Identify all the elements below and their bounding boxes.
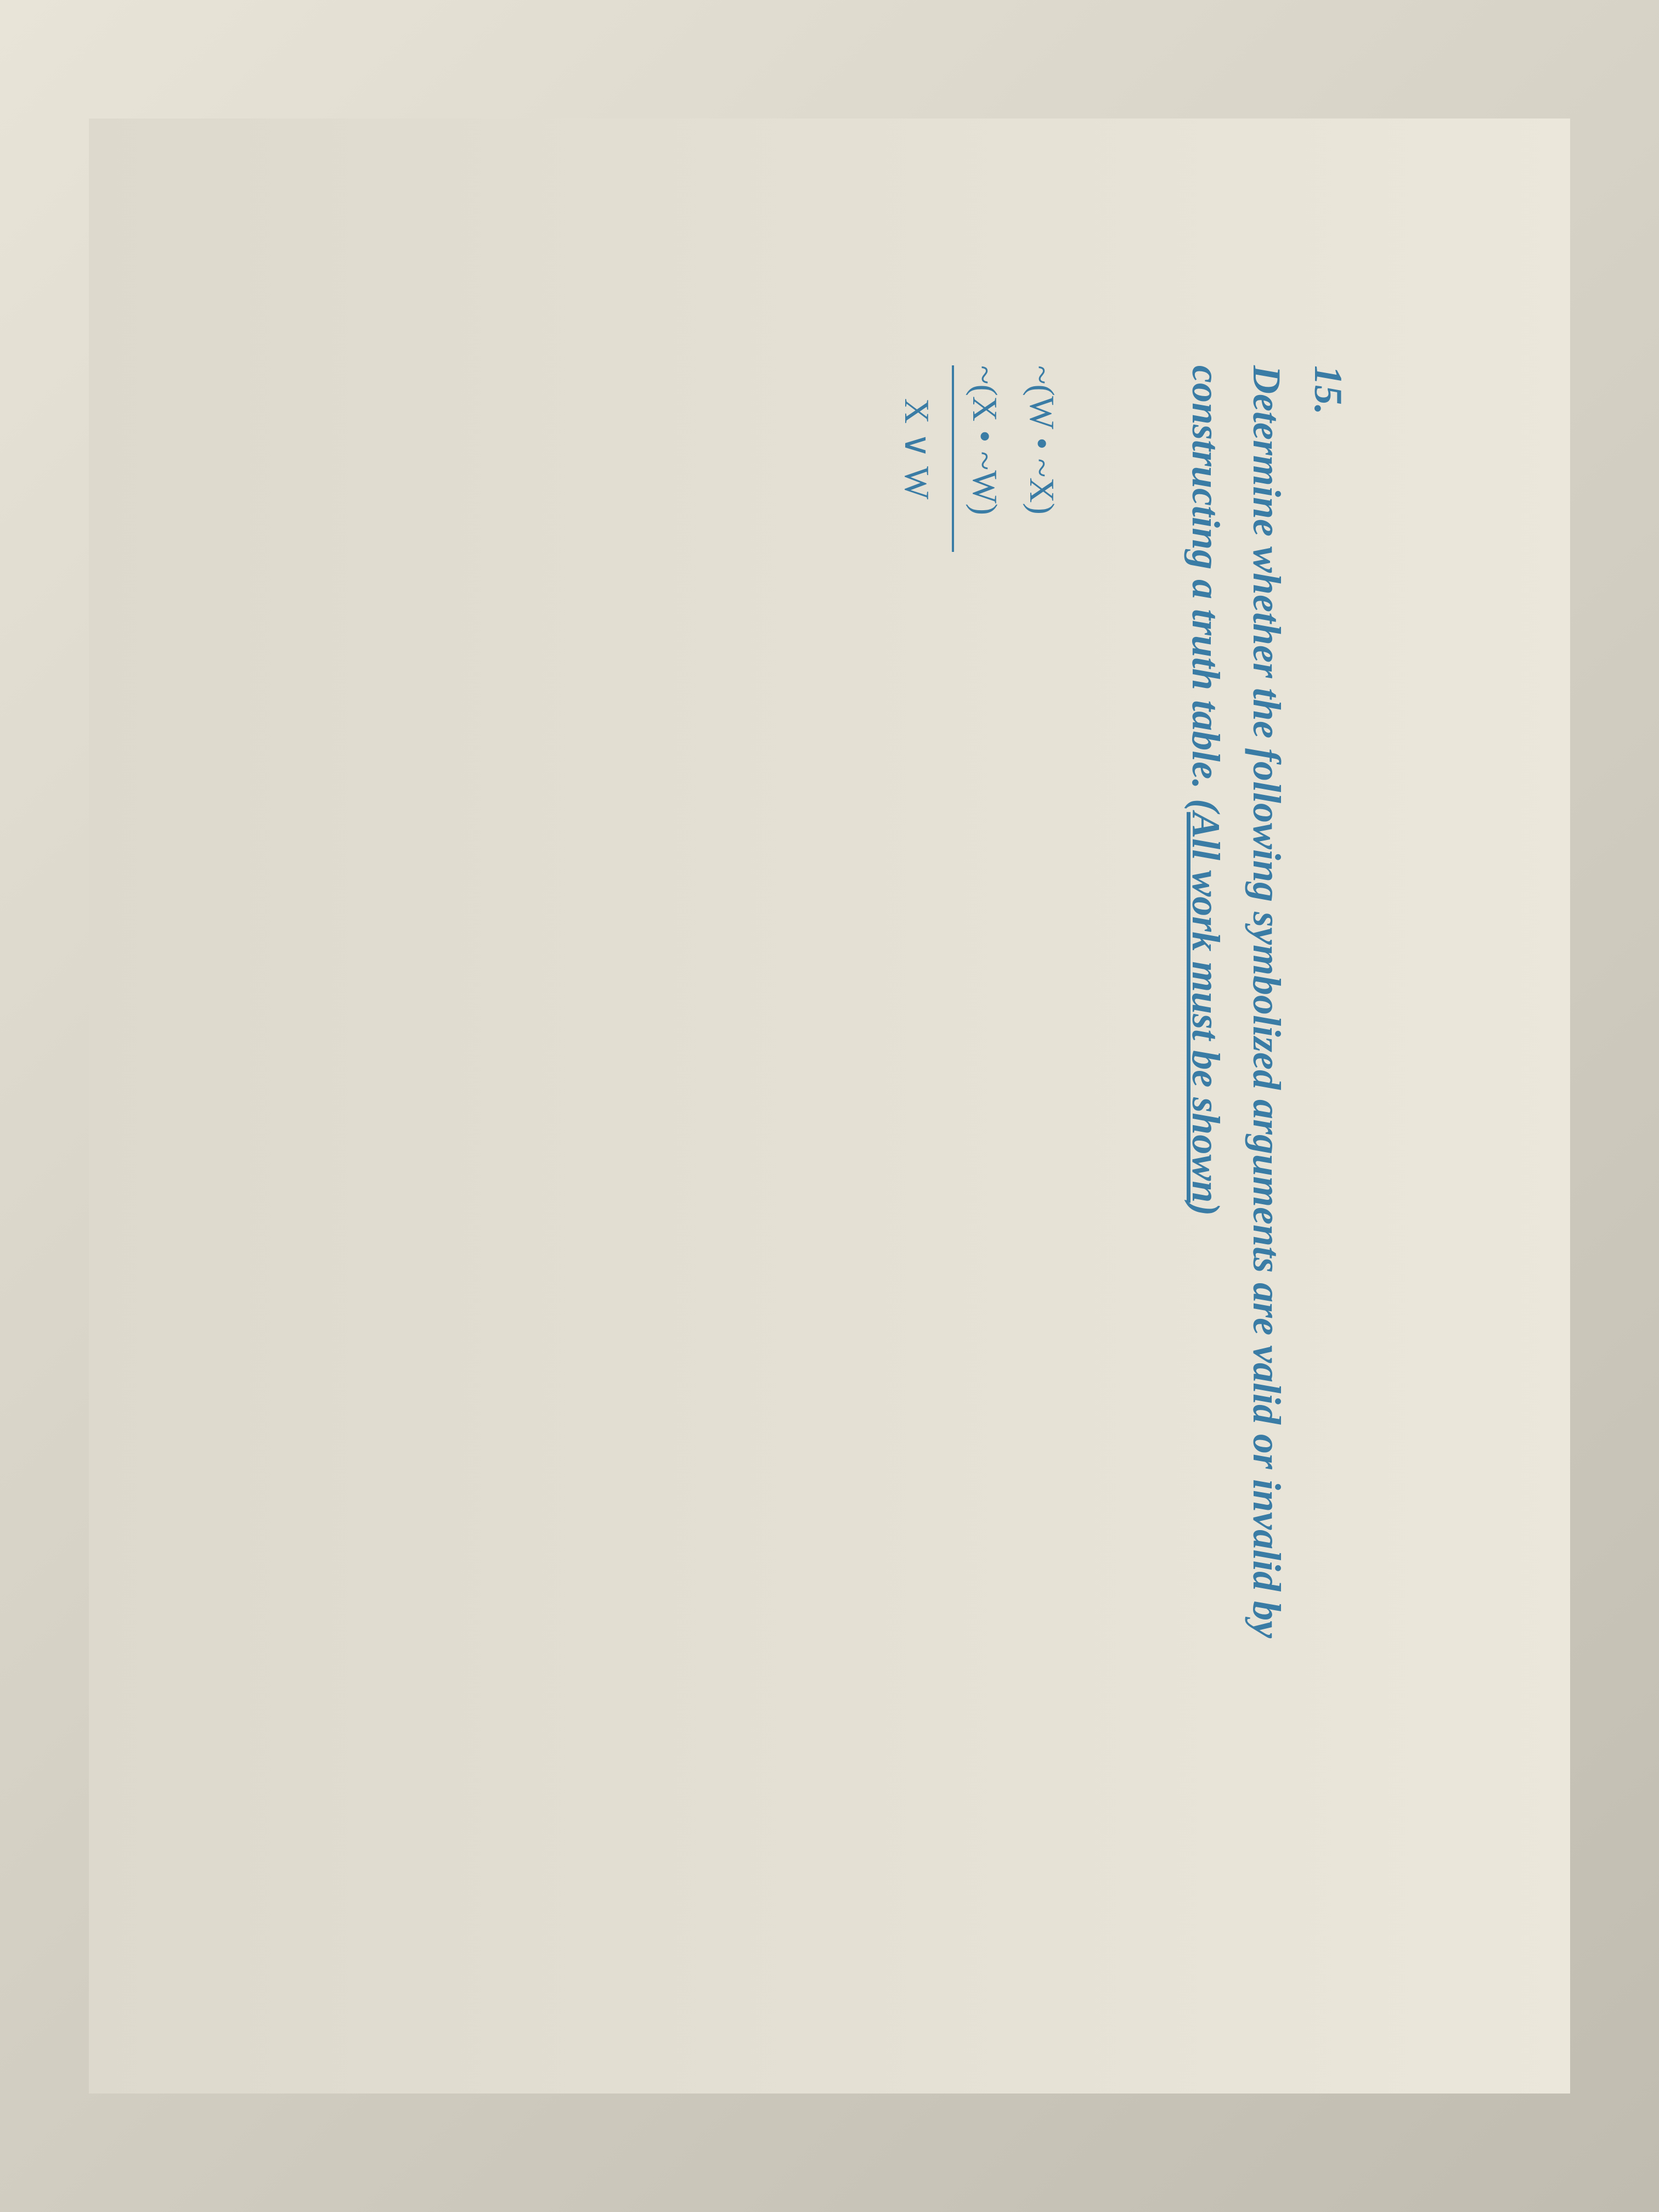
instruction-line-1: Determine whether the following symboliz… xyxy=(1239,365,1294,1956)
premise-2: ~(X • ~W) xyxy=(952,365,1011,552)
instruction-underlined: All work must be shown xyxy=(1184,812,1228,1203)
question-number: 15. xyxy=(1305,365,1351,1956)
logic-argument: ~(W • ~X)~(X • ~W)X ∨ W xyxy=(890,365,1068,1956)
instruction-suffix: ) xyxy=(1184,1203,1228,1216)
page-content: 15. Determine whether the following symb… xyxy=(89,119,1570,2094)
instruction-prefix: constructing a truth table. ( xyxy=(1184,365,1228,812)
conclusion: X ∨ W xyxy=(890,365,943,1956)
instruction-line-2: constructing a truth table. (All work mu… xyxy=(1178,365,1233,1956)
premise-1: ~(W • ~X) xyxy=(1015,365,1068,1956)
